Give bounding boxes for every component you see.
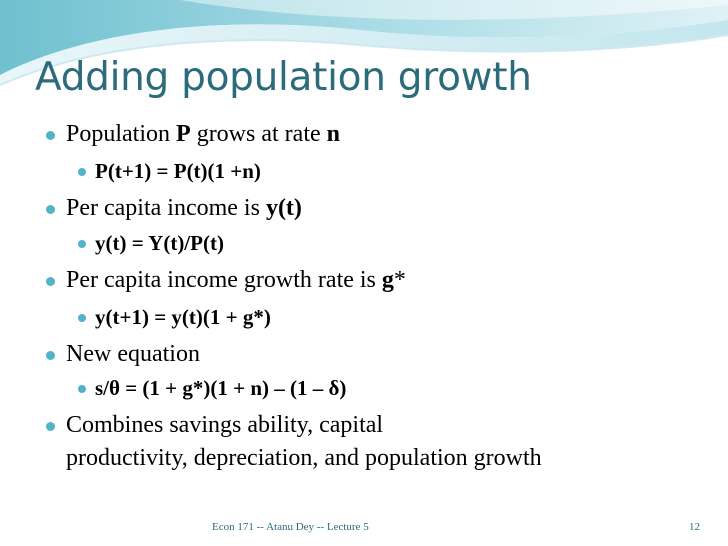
bullet-bold-var: y(t) bbox=[265, 195, 302, 221]
sub-bullet-savings-equation: s/θ = (1 + g*)(1 + n) – (1 – δ) bbox=[78, 374, 347, 402]
bullet-dot-icon bbox=[46, 131, 55, 140]
sub-bullet-growth-equation: y(t+1) = y(t)(1 + g*) bbox=[78, 303, 271, 331]
bullet-income-growth-rate: Per capita income growth rate is g* bbox=[46, 265, 406, 296]
header-wave-decoration bbox=[0, 0, 728, 86]
bullet-text: grows at rate bbox=[190, 121, 327, 147]
sub-bullet-population-equation: P(t+1) = P(t)(1 +n) bbox=[78, 157, 261, 185]
bullet-new-equation: New equation bbox=[46, 339, 200, 370]
bullet-text-line1: Combines savings ability, capital bbox=[66, 412, 384, 438]
bullet-population: Population P grows at rate n bbox=[46, 119, 340, 150]
bullet-text: Population bbox=[66, 121, 177, 147]
bullet-dot-icon bbox=[46, 205, 55, 214]
bullet-bold-var: g bbox=[381, 267, 394, 293]
bullet-bold-var: P bbox=[176, 121, 191, 147]
bullet-dot-icon bbox=[46, 422, 55, 431]
bullet-dot-icon bbox=[78, 240, 86, 248]
bullet-bold-var: n bbox=[326, 121, 340, 147]
sub-bullet-income-equation: y(t) = Y(t)/P(t) bbox=[78, 229, 224, 257]
bullet-text-line2: productivity, depreciation, and populati… bbox=[66, 445, 542, 471]
equation-text: s/θ = (1 + g*)(1 + n) – (1 – δ) bbox=[95, 376, 347, 400]
bullet-dot-icon bbox=[46, 277, 55, 286]
bullet-dot-icon bbox=[46, 351, 55, 360]
slide-footer: Econ 171 -- Atanu Dey -- Lecture 5 bbox=[212, 521, 369, 533]
bullet-text: Per capita income growth rate is bbox=[66, 267, 382, 293]
bullet-combines: Combines savings ability, capital bbox=[46, 410, 384, 441]
bullet-text: Per capita income is bbox=[66, 195, 266, 221]
page-number: 12 bbox=[689, 521, 700, 533]
bullet-dot-icon bbox=[78, 385, 86, 393]
equation-text: P(t+1) = P(t)(1 +n) bbox=[95, 159, 261, 183]
bullet-combines-continuation: productivity, depreciation, and populati… bbox=[66, 443, 542, 474]
bullet-dot-icon bbox=[78, 314, 86, 322]
equation-text: y(t) = Y(t)/P(t) bbox=[95, 231, 224, 255]
bullet-dot-icon bbox=[78, 168, 86, 176]
bullet-text: New equation bbox=[66, 341, 200, 367]
slide-title: Adding population growth bbox=[35, 55, 532, 100]
bullet-per-capita-income: Per capita income is y(t) bbox=[46, 193, 302, 224]
equation-text: y(t+1) = y(t)(1 + g*) bbox=[95, 305, 271, 329]
bullet-text: * bbox=[393, 267, 406, 293]
